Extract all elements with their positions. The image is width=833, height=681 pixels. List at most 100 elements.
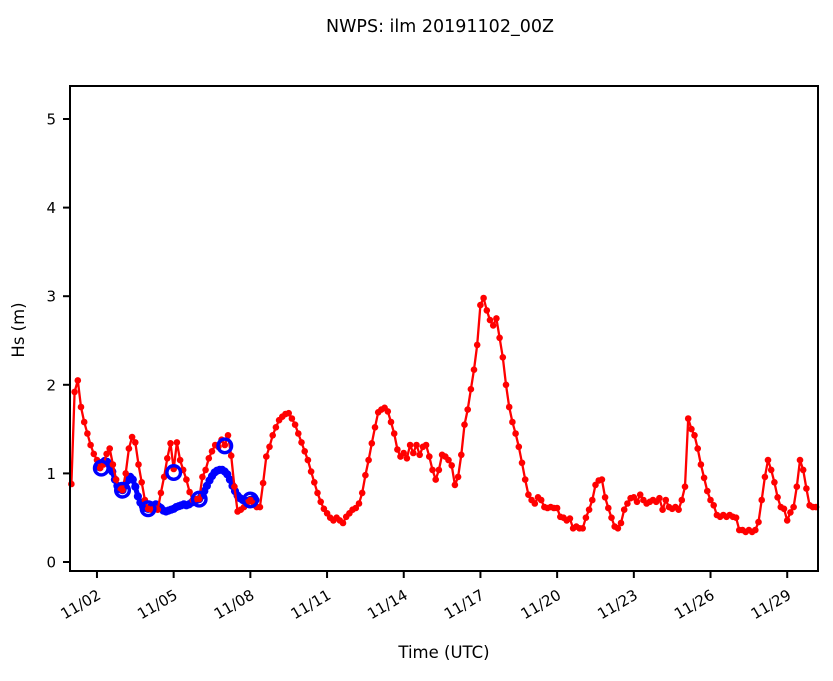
red-model-dot	[106, 445, 113, 452]
red-model-dot	[298, 439, 305, 446]
red-model-dot	[365, 456, 372, 464]
red-model-dot	[761, 473, 769, 481]
red-model-dot	[125, 445, 133, 452]
red-model-dot	[285, 409, 293, 417]
red-model-dot	[314, 489, 321, 497]
red-model-dot	[224, 432, 232, 439]
red-model-dot	[764, 456, 772, 464]
red-model-dot	[208, 448, 216, 455]
red-model-dot	[384, 408, 392, 415]
red-model-dot	[483, 307, 491, 314]
axes-box	[69, 85, 819, 572]
red-model-dot	[435, 466, 443, 474]
red-model-dot	[390, 430, 398, 437]
red-model-dot	[77, 403, 85, 411]
red-model-dot	[432, 476, 440, 483]
blue-daily-ring-marker	[216, 437, 234, 455]
red-model-dot	[307, 468, 315, 475]
red-model-dot	[633, 498, 641, 506]
red-model-dot	[758, 496, 765, 504]
red-model-dot	[461, 421, 468, 429]
red-model-dot	[512, 430, 519, 437]
red-model-dot	[774, 494, 781, 501]
red-model-dot	[796, 456, 804, 464]
red-model-dot	[480, 294, 487, 302]
red-model-dot	[157, 489, 165, 497]
blue-daily-ring-marker	[241, 491, 259, 509]
blue-obs-dot	[133, 492, 142, 501]
red-model-dot	[707, 496, 714, 504]
red-model-dot	[454, 473, 462, 481]
red-model-dot	[80, 418, 88, 426]
red-model-dot	[704, 487, 711, 495]
red-model-dot	[783, 517, 791, 524]
red-model-dot	[410, 449, 417, 457]
red-model-dot	[537, 496, 545, 504]
y-tick-label: 4	[46, 199, 56, 217]
red-model-dot	[400, 449, 408, 457]
red-model-dot	[675, 506, 682, 513]
red-model-dot	[518, 459, 526, 467]
red-model-dot	[406, 441, 414, 449]
red-model-dot	[521, 476, 529, 483]
red-model-dot	[272, 424, 280, 431]
red-model-dot	[493, 315, 500, 322]
red-model-dot	[205, 455, 213, 462]
red-model-dot	[90, 450, 98, 458]
red-model-dot	[525, 491, 532, 499]
red-model-dot	[291, 421, 299, 429]
red-model-dot	[422, 441, 430, 449]
red-model-dot	[531, 500, 539, 507]
red-model-dot	[803, 485, 810, 492]
red-model-dot	[311, 479, 318, 486]
red-model-dot	[780, 505, 788, 513]
red-model-dot	[413, 441, 420, 449]
red-model-dot	[678, 496, 686, 504]
red-model-dot	[477, 301, 484, 309]
red-model-dot	[467, 385, 475, 393]
red-model-dot	[614, 525, 622, 532]
red-model-dot	[710, 502, 717, 509]
red-model-dot	[771, 479, 778, 486]
red-model-dot	[732, 514, 740, 521]
y-tick-label: 1	[46, 465, 56, 483]
red-model-dot	[403, 455, 411, 462]
red-model-dot	[358, 489, 366, 497]
red-model-dot	[164, 455, 171, 462]
red-model-dot	[304, 456, 312, 464]
red-model-dot	[84, 430, 91, 437]
red-model-dot	[790, 503, 797, 511]
blue-daily-ring-marker	[113, 481, 131, 499]
red-model-dot	[167, 440, 174, 447]
red-model-dot	[681, 483, 689, 491]
red-model-dot	[362, 471, 369, 479]
red-model-dot	[288, 415, 296, 422]
red-model-dot	[301, 448, 309, 455]
red-model-dot	[767, 466, 775, 474]
red-model-dot	[662, 496, 670, 504]
red-model-dot	[585, 506, 593, 513]
red-model-dot	[694, 445, 701, 452]
red-model-dot	[122, 470, 129, 477]
red-model-dot	[752, 526, 759, 534]
red-model-dot	[688, 425, 695, 433]
blue-daily-ring-marker	[139, 500, 157, 518]
red-model-dot	[579, 525, 586, 532]
red-model-dot	[202, 466, 209, 474]
y-axis-label: Hs (m)	[9, 302, 28, 357]
red-model-dot	[448, 462, 456, 469]
red-model-dot	[496, 334, 503, 342]
red-model-dot	[259, 479, 267, 487]
red-model-dot	[109, 461, 117, 468]
red-model-dot	[502, 381, 510, 389]
red-model-dot	[787, 509, 794, 516]
red-model-dot	[486, 316, 494, 324]
red-model-dot	[601, 494, 609, 501]
red-model-dot	[656, 494, 663, 502]
red-model-dot	[183, 476, 190, 483]
red-model-dot	[509, 418, 516, 426]
red-model-dot	[339, 519, 347, 527]
red-model-dot	[231, 483, 238, 491]
red-model-dot	[176, 456, 184, 464]
